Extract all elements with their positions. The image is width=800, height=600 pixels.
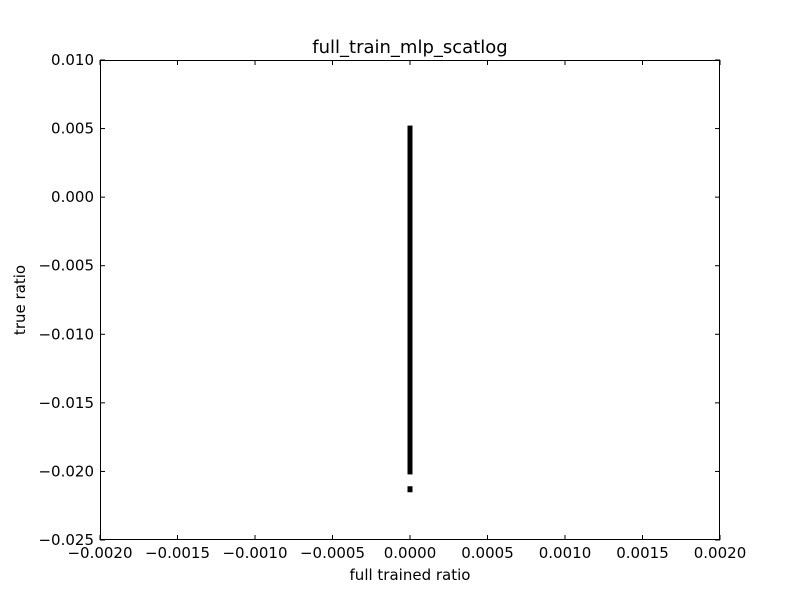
- data-point: [407, 468, 413, 475]
- y-tick-label: 0.005: [51, 120, 94, 138]
- x-tick-label: 0.0010: [539, 544, 592, 562]
- y-axis-label: true ratio: [11, 265, 29, 335]
- y-tick-label: −0.020: [38, 462, 94, 480]
- x-tick-label: 0.0005: [461, 544, 514, 562]
- x-tick-label: 0.0020: [694, 544, 747, 562]
- y-tick-label: −0.005: [38, 257, 94, 275]
- data-points: [407, 125, 413, 493]
- x-tick-label: −0.0020: [67, 544, 132, 562]
- y-axis-ticks: 0.010 0.005 0.000 −0.005 −0.010 −0.015 −0.020 −…: [38, 51, 720, 549]
- y-tick-label: 0.010: [51, 51, 94, 69]
- x-tick-label: −0.0010: [222, 544, 287, 562]
- x-tick-label: 0.0000: [384, 544, 437, 562]
- data-point: [407, 486, 413, 493]
- chart-title: full_train_mlp_scatlog: [312, 37, 507, 58]
- y-tick-label: −0.015: [38, 394, 94, 412]
- x-tick-label: −0.0005: [300, 544, 365, 562]
- y-tick-label: −0.010: [38, 325, 94, 343]
- x-axis-ticks: −0.0020 −0.0015 −0.0010 −0.0005 0.0000 0.0005…: [67, 60, 746, 562]
- y-tick-label: −0.025: [38, 531, 94, 549]
- x-tick-label: −0.0015: [145, 544, 210, 562]
- y-tick-label: 0.000: [51, 188, 94, 206]
- x-axis-label: full trained ratio: [350, 566, 471, 584]
- x-tick-label: 0.0015: [616, 544, 669, 562]
